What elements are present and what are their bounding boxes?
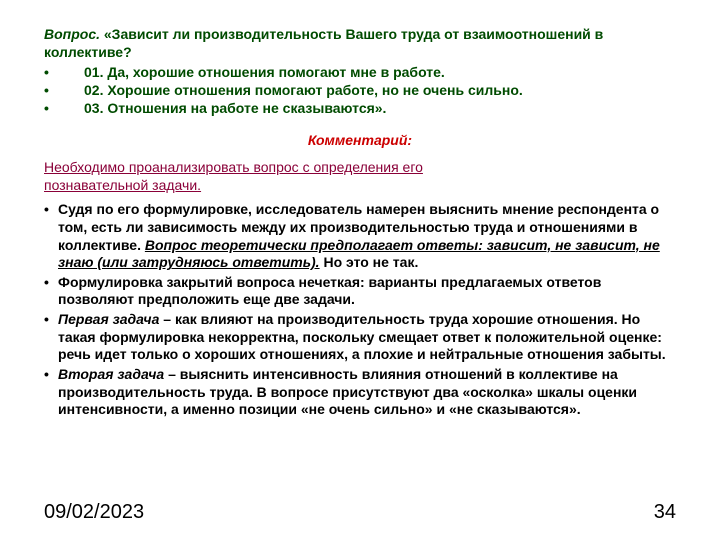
analysis-p1c: Но это не так. <box>320 254 419 270</box>
option-text: 03. Отношения на работе не сказываются». <box>58 100 386 118</box>
analysis-list: Судя по его формулировке, исследователь … <box>44 201 676 419</box>
question-options: 01. Да, хорошие отношения помогают мне в… <box>44 64 676 118</box>
slide: Вопрос. «Зависит ли производительность В… <box>0 0 720 540</box>
intro-dot: . <box>197 177 201 193</box>
intro-line2: познавательной задачи <box>44 177 197 193</box>
intro-text: Необходимо проанализировать вопрос с опр… <box>44 158 676 196</box>
question-text: «Зависит ли производительность Вашего тр… <box>44 26 603 60</box>
option-text: 01. Да, хорошие отношения помогают мне в… <box>58 64 445 82</box>
list-item: Вторая задача – выяснить интенсивность в… <box>44 366 676 419</box>
list-item: 03. Отношения на работе не сказываются». <box>44 100 676 118</box>
option-text: 02. Хорошие отношения помогают работе, н… <box>58 82 523 100</box>
footer-page: 34 <box>654 501 676 524</box>
intro-line1: Необходимо проанализировать вопрос с опр… <box>44 159 423 175</box>
footer: 09/02/2023 34 <box>44 501 676 524</box>
list-item: Формулировка закрытий вопроса нечеткая: … <box>44 274 676 309</box>
analysis-p2: Формулировка закрытий вопроса нечеткая: … <box>58 274 601 308</box>
list-item: Судя по его формулировке, исследователь … <box>44 201 676 272</box>
comment-title: Комментарий: <box>44 132 676 148</box>
list-item: Первая задача – как влияют на производит… <box>44 311 676 364</box>
question-lead: Вопрос. <box>44 26 100 42</box>
list-item: 02. Хорошие отношения помогают работе, н… <box>44 82 676 100</box>
analysis-p3a: Первая задача <box>58 311 159 327</box>
analysis-p4a: Вторая задача <box>58 366 164 382</box>
list-item: 01. Да, хорошие отношения помогают мне в… <box>44 64 676 82</box>
footer-date: 09/02/2023 <box>44 501 144 524</box>
question-block: Вопрос. «Зависит ли производительность В… <box>44 26 676 118</box>
